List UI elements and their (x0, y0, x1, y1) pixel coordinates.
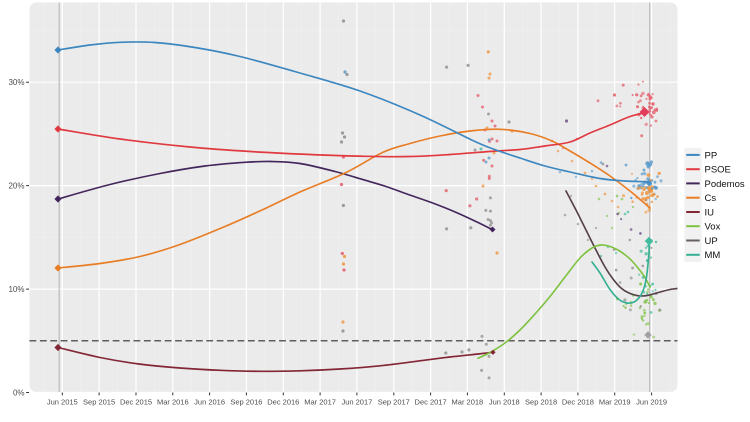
svg-text:0%: 0% (13, 388, 25, 397)
svg-text:Sep 2018: Sep 2018 (525, 398, 557, 407)
svg-text:Jun 2015: Jun 2015 (47, 398, 78, 407)
svg-text:Mar 2019: Mar 2019 (599, 398, 631, 407)
svg-text:UP: UP (705, 236, 718, 247)
svg-text:Sep 2017: Sep 2017 (378, 398, 410, 407)
svg-text:20%: 20% (8, 181, 24, 190)
svg-text:Podemos: Podemos (705, 179, 745, 190)
svg-text:Cs: Cs (705, 193, 717, 204)
svg-text:Jun 2017: Jun 2017 (341, 398, 372, 407)
svg-text:10%: 10% (8, 285, 24, 294)
svg-text:Dec 2015: Dec 2015 (120, 398, 152, 407)
svg-text:Dec 2017: Dec 2017 (415, 398, 447, 407)
svg-text:PP: PP (705, 150, 718, 161)
svg-text:Vox: Vox (705, 222, 721, 233)
svg-text:Mar 2017: Mar 2017 (304, 398, 336, 407)
svg-text:Jun 2018: Jun 2018 (489, 398, 520, 407)
svg-text:Sep 2015: Sep 2015 (83, 398, 115, 407)
svg-text:Dec 2018: Dec 2018 (562, 398, 594, 407)
svg-text:Mar 2018: Mar 2018 (452, 398, 484, 407)
svg-text:Jun 2016: Jun 2016 (194, 398, 225, 407)
svg-text:MM: MM (705, 250, 721, 261)
svg-text:Dec 2016: Dec 2016 (267, 398, 299, 407)
svg-text:Jun 2019: Jun 2019 (636, 398, 667, 407)
svg-text:Mar 2016: Mar 2016 (157, 398, 189, 407)
svg-text:PSOE: PSOE (705, 165, 731, 176)
svg-text:30%: 30% (8, 78, 24, 87)
svg-text:IU: IU (705, 207, 715, 218)
svg-text:Sep 2016: Sep 2016 (230, 398, 262, 407)
